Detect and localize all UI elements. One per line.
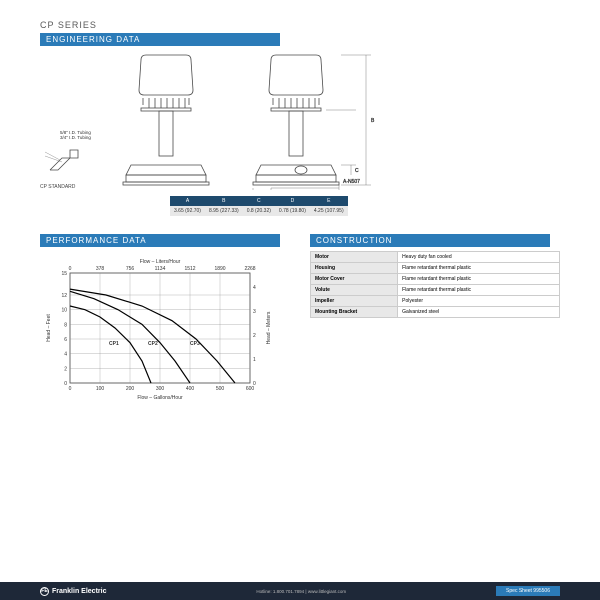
svg-text:CP2: CP2 (148, 341, 158, 347)
svg-text:2: 2 (253, 333, 256, 339)
dim-value: 3.65 (92.70) (170, 206, 205, 216)
dim-b: B (371, 118, 375, 124)
constr-val: Galvanized steel (398, 307, 560, 318)
constr-key: Motor Cover (311, 274, 398, 285)
dim-value: 4.25 (107.95) (310, 206, 348, 216)
svg-text:Head – Feet: Head – Feet (46, 314, 52, 342)
dim-c: C (355, 168, 359, 174)
svg-text:0: 0 (64, 381, 67, 387)
constr-key: Impeller (311, 296, 398, 307)
dim-header: B (205, 196, 243, 206)
svg-text:Flow – Gallons/Hour: Flow – Gallons/Hour (137, 395, 183, 401)
svg-text:100: 100 (96, 386, 105, 392)
pump-side-drawing: B C D E (TYP) A-N507 (241, 50, 401, 190)
engineering-row: 5/8" I.D. Tubing 3/4" I.D. Tubing CP STA… (40, 50, 560, 190)
svg-text:12: 12 (61, 293, 67, 299)
svg-text:500: 500 (216, 386, 225, 392)
cp-standard-block: 5/8" I.D. Tubing 3/4" I.D. Tubing CP STA… (40, 130, 91, 190)
dim-header: C (243, 196, 275, 206)
page-footer: FE Franklin Electric Hotline: 1.800.701.… (0, 582, 600, 600)
brand: FE Franklin Electric (40, 587, 106, 596)
svg-text:3: 3 (253, 309, 256, 315)
constr-val: Flame retardant thermal plastic (398, 263, 560, 274)
constr-val: Heavy duty fan cooled (398, 252, 560, 263)
performance-data-header: PERFORMANCE DATA (40, 234, 280, 247)
svg-text:1134: 1134 (155, 266, 166, 272)
pump-front-drawing (111, 50, 221, 190)
svg-text:6: 6 (64, 337, 67, 343)
dim-side-note: A-N507 (343, 179, 360, 185)
svg-text:CP3: CP3 (190, 341, 200, 347)
performance-chart: 0100200300400500600037875611341512189022… (40, 255, 280, 405)
svg-text:CP1: CP1 (109, 341, 119, 347)
svg-text:0: 0 (253, 381, 256, 387)
constr-val: Polyester (398, 296, 560, 307)
svg-text:Head – Meters: Head – Meters (266, 311, 272, 344)
svg-text:2: 2 (64, 366, 67, 372)
svg-text:4: 4 (64, 352, 67, 358)
dim-header: D (275, 196, 310, 206)
footer-right: Spec Sheet 995506 (496, 586, 560, 596)
svg-text:4: 4 (253, 285, 256, 291)
svg-text:200: 200 (126, 386, 135, 392)
constr-key: Mounting Bracket (311, 307, 398, 318)
dim-value: 8.95 (227.33) (205, 206, 243, 216)
svg-text:1512: 1512 (184, 266, 195, 272)
svg-text:0: 0 (69, 266, 72, 272)
svg-text:1: 1 (253, 357, 256, 363)
svg-text:Flow – Liters/Hour: Flow – Liters/Hour (140, 259, 181, 265)
brand-icon: FE (40, 587, 49, 596)
footer-mid: Hotline: 1.800.701.7894 | www.littlegian… (256, 589, 346, 594)
constr-key: Motor (311, 252, 398, 263)
dim-value: 0.8 (20.32) (243, 206, 275, 216)
svg-text:0: 0 (69, 386, 72, 392)
construction-table: MotorHeavy duty fan cooledHousingFlame r… (310, 251, 560, 318)
dimension-table: ABCDE 3.65 (92.70)8.95 (227.33)0.8 (20.3… (170, 196, 348, 216)
series-title: CP SERIES (40, 20, 560, 30)
svg-text:300: 300 (156, 386, 165, 392)
constr-key: Volute (311, 285, 398, 296)
constr-val: Flame retardant thermal plastic (398, 285, 560, 296)
constr-val: Flame retardant thermal plastic (398, 274, 560, 285)
dim-header: E (310, 196, 348, 206)
svg-text:2268: 2268 (244, 266, 255, 272)
dim-header: A (170, 196, 205, 206)
constr-key: Housing (311, 263, 398, 274)
svg-text:378: 378 (96, 266, 105, 272)
cp-standard-label: CP STANDARD (40, 184, 91, 190)
svg-text:1890: 1890 (214, 266, 225, 272)
svg-text:400: 400 (186, 386, 195, 392)
engineering-data-header: ENGINEERING DATA (40, 33, 280, 46)
svg-text:10: 10 (61, 308, 67, 314)
brand-name: Franklin Electric (52, 588, 106, 595)
construction-header: CONSTRUCTION (310, 234, 550, 247)
svg-text:756: 756 (126, 266, 135, 272)
dim-value: 0.78 (19.80) (275, 206, 310, 216)
svg-text:15: 15 (61, 271, 67, 277)
svg-text:8: 8 (64, 322, 67, 328)
fitting-drawing (40, 140, 90, 180)
